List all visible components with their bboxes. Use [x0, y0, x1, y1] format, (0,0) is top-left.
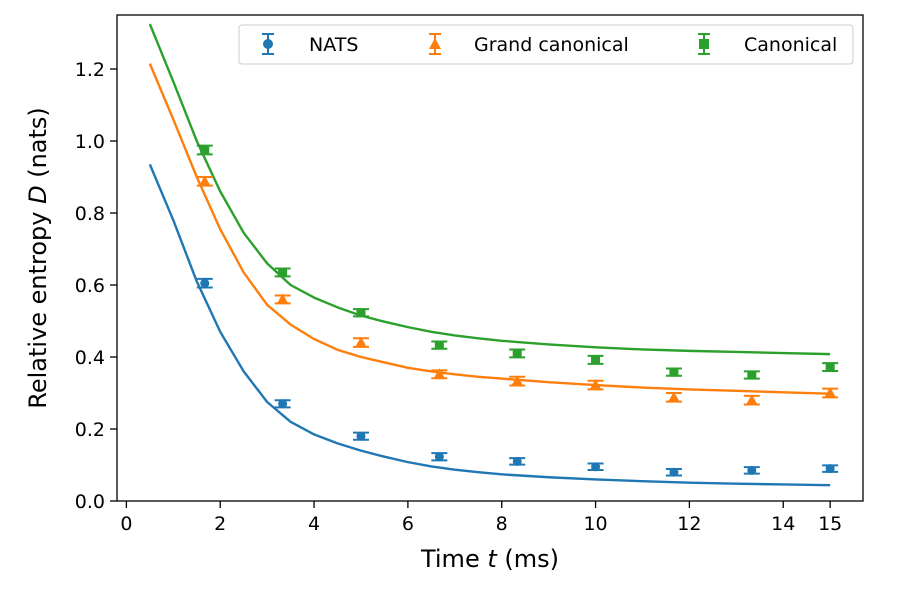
grand-canonical-point-6 [665, 391, 682, 403]
x-tick-label-7: 14 [771, 513, 795, 535]
grand-canonical-marker-5 [590, 379, 602, 390]
x-tick-label-3: 6 [402, 513, 414, 535]
canonical-point-6 [665, 367, 682, 377]
nats-curve [148, 163, 831, 487]
nats-marker-5 [591, 462, 601, 472]
grand-canonical-marker-8 [824, 387, 836, 397]
nats-marker-4 [512, 456, 522, 466]
x-tick-label-1: 2 [214, 513, 226, 535]
legend-canonical-label: Canonical [744, 34, 837, 56]
legend-item-grand-canonical: Grand canonical [429, 33, 629, 56]
canonical-marker-4 [512, 348, 522, 358]
canonical-marker-6 [669, 367, 679, 377]
x-axis-label: Time t (ms) [420, 545, 559, 573]
x-axis-label-prefix: Time [420, 545, 487, 573]
legend-grand-canonical-marker [429, 38, 441, 49]
legend: NATS Grand canonical Canonical [238, 24, 854, 65]
grand-canonical-point-3 [431, 368, 448, 380]
y-tick-label-4: 0.8 [75, 203, 105, 225]
y-tick-label-6: 1.2 [75, 59, 105, 81]
canonical-point-1 [274, 267, 291, 278]
canonical-point-2 [352, 308, 369, 318]
data-points [196, 144, 839, 477]
grand-canonical-marker-1 [277, 293, 289, 304]
nats-point-8 [822, 464, 839, 474]
x-tick-label-6: 12 [677, 513, 701, 535]
grand-canonical-point-4 [509, 375, 526, 387]
canonical-marker-1 [278, 267, 288, 277]
x-tick-label-4: 8 [496, 513, 508, 535]
canonical-point-4 [509, 348, 526, 359]
canonical-curve [148, 23, 831, 356]
canonical-marker-8 [825, 362, 835, 372]
canonical-point-7 [743, 370, 760, 380]
plot-frame [116, 14, 864, 502]
grand-canonical-marker-0 [199, 175, 211, 186]
y-axis-label: Relative entropy D (nats) [24, 107, 52, 409]
x-tick-label-2: 4 [308, 513, 320, 535]
grand-canonical-point-0 [196, 175, 213, 187]
y-tick-label-2: 0.4 [75, 347, 105, 369]
y-tick-label-5: 1.0 [75, 131, 105, 153]
axis-ticks: 0 2 4 6 8 10 12 14 15 0.0 0.2 0.4 0.6 0.8 1.0 1.2 [75, 59, 842, 535]
nats-marker-6 [669, 467, 679, 477]
canonical-point-8 [822, 362, 839, 373]
grand-canonical-marker-6 [668, 391, 680, 402]
nats-point-5 [587, 462, 604, 472]
y-tick-label-1: 0.2 [75, 419, 105, 441]
grand-canonical-point-5 [587, 379, 604, 391]
canonical-point-5 [587, 354, 604, 365]
x-axis-label-variable: t [487, 545, 498, 573]
grand-canonical-point-8 [822, 387, 839, 399]
grand-canonical-marker-7 [746, 394, 758, 405]
nats-point-4 [509, 456, 526, 466]
canonical-marker-3 [434, 340, 444, 350]
grand-canonical-marker-3 [433, 368, 445, 379]
nats-point-3 [431, 452, 448, 462]
canonical-marker-7 [747, 370, 757, 380]
legend-nats-marker [263, 39, 273, 49]
nats-marker-2 [356, 431, 366, 441]
canonical-point-3 [431, 340, 448, 350]
nats-marker-7 [747, 465, 757, 475]
grand-canonical-point-1 [274, 293, 291, 305]
y-axis-label-unit: (nats) [24, 107, 52, 185]
legend-item-canonical: Canonical [698, 33, 837, 56]
nats-marker-0 [200, 278, 210, 288]
grand-canonical-curve [148, 63, 831, 395]
y-tick-label-0: 0.0 [75, 491, 105, 513]
legend-nats-label: NATS [309, 34, 358, 56]
y-axis-label-prefix: Relative entropy [24, 204, 52, 409]
x-tick-label-8: 15 [818, 513, 842, 535]
nats-marker-1 [278, 399, 288, 409]
canonical-point-0 [196, 144, 213, 156]
x-tick-label-5: 10 [583, 513, 607, 535]
nats-point-1 [274, 399, 291, 409]
y-tick-label-3: 0.6 [75, 275, 105, 297]
canonical-marker-5 [591, 355, 601, 365]
nats-point-7 [743, 465, 760, 475]
grand-canonical-marker-4 [511, 375, 523, 386]
grand-canonical-point-7 [743, 394, 760, 406]
nats-point-0 [196, 277, 213, 289]
x-axis-label-unit: (ms) [497, 545, 559, 573]
canonical-marker-0 [200, 145, 210, 155]
nats-point-6 [665, 467, 682, 477]
canonical-marker-2 [356, 308, 366, 318]
grand-canonical-point-2 [352, 336, 369, 348]
x-tick-label-0: 0 [120, 513, 132, 535]
legend-canonical-marker [699, 39, 709, 49]
nats-marker-8 [825, 464, 835, 474]
grand-canonical-marker-2 [355, 336, 367, 347]
nats-point-2 [352, 431, 369, 441]
legend-item-nats: NATS [262, 33, 358, 56]
fit-curves [148, 23, 831, 487]
y-axis-label-variable: D [24, 185, 52, 203]
legend-grand-canonical-label: Grand canonical [474, 34, 629, 56]
nats-marker-3 [434, 452, 444, 462]
